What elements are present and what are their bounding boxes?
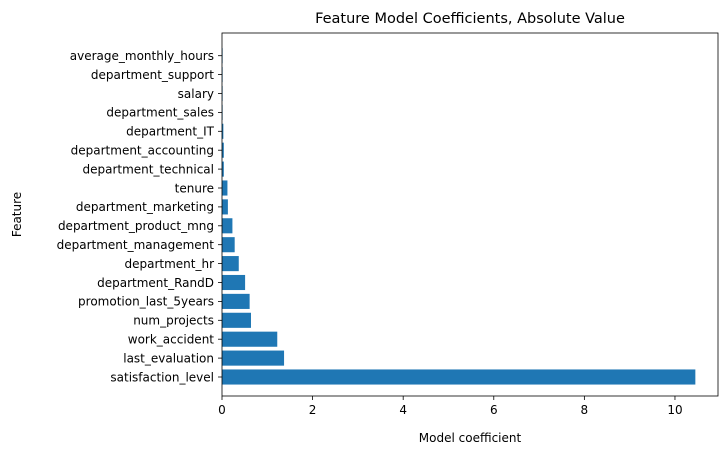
y-tick-label: tenure xyxy=(175,181,214,195)
bar-department-accounting xyxy=(222,142,224,158)
x-ticks: 0 2 4 6 8 10 xyxy=(218,396,683,417)
x-tick-label: 6 xyxy=(490,403,498,417)
y-tick-label: average_monthly_hours xyxy=(70,49,214,63)
y-tick-label: department_technical xyxy=(82,162,214,176)
y-tick-label: department_sales xyxy=(106,106,214,120)
y-tick-label: department_RandD xyxy=(97,276,214,290)
y-tick-label: work_accident xyxy=(128,333,215,347)
bar-department-technical xyxy=(222,161,224,177)
y-tick-label: department_accounting xyxy=(71,144,214,158)
x-tick-label: 2 xyxy=(309,403,317,417)
bar-department-hr xyxy=(222,256,239,272)
y-tick-label: department_management xyxy=(57,238,215,252)
y-tick-label: department_hr xyxy=(124,257,214,271)
x-tick-label: 10 xyxy=(667,403,682,417)
bar-satisfaction-level xyxy=(222,369,696,385)
bar-department-management xyxy=(222,237,235,253)
y-tick-label: department_support xyxy=(91,68,214,82)
x-tick-label: 4 xyxy=(399,403,407,417)
bar-num-projects xyxy=(222,312,251,328)
x-tick-label: 8 xyxy=(581,403,589,417)
x-axis-label: Model coefficient xyxy=(419,431,522,445)
y-tick-label: num_projects xyxy=(133,314,214,328)
bar-department-it xyxy=(222,123,224,139)
y-tick-label: department_IT xyxy=(126,125,215,139)
y-tick-label: satisfaction_level xyxy=(110,370,214,384)
y-tick-labels: satisfaction_level last_evaluation work_ac… xyxy=(57,49,222,384)
y-tick-label: salary xyxy=(178,87,214,101)
bar-promotion-last-5years xyxy=(222,293,250,309)
bar-work-accident xyxy=(222,331,278,347)
y-axis-label: Feature xyxy=(10,192,24,237)
bars-group xyxy=(222,48,696,385)
bar-department-product-mng xyxy=(222,218,233,234)
y-tick-label: department_marketing xyxy=(76,200,214,214)
bar-department-randd xyxy=(222,274,246,291)
plot-frame xyxy=(221,32,719,397)
bar-tenure xyxy=(222,180,228,196)
y-tick-label: last_evaluation xyxy=(123,351,214,365)
bar-last-evaluation xyxy=(222,350,285,366)
y-tick-label: department_product_mng xyxy=(58,219,214,233)
bar-department-marketing xyxy=(222,199,228,215)
y-tick-label: promotion_last_5years xyxy=(78,295,214,309)
x-tick-label: 0 xyxy=(218,403,226,417)
chart-title: Feature Model Coefficients, Absolute Val… xyxy=(315,11,625,27)
